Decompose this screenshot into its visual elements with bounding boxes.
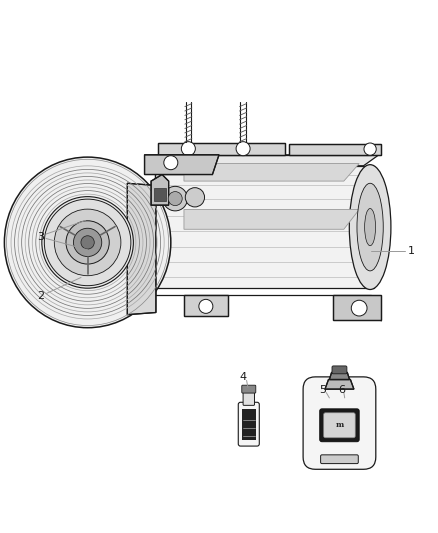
- Polygon shape: [127, 183, 156, 314]
- Polygon shape: [158, 142, 285, 155]
- Text: 5: 5: [319, 385, 326, 395]
- Text: 6: 6: [338, 385, 345, 395]
- Polygon shape: [329, 373, 350, 379]
- FancyBboxPatch shape: [324, 413, 355, 438]
- Polygon shape: [155, 166, 374, 288]
- Text: 1: 1: [408, 246, 415, 256]
- FancyBboxPatch shape: [242, 385, 256, 393]
- Ellipse shape: [357, 183, 383, 271]
- Ellipse shape: [364, 208, 376, 246]
- Circle shape: [364, 143, 376, 155]
- FancyBboxPatch shape: [332, 366, 347, 374]
- FancyBboxPatch shape: [243, 391, 254, 405]
- FancyBboxPatch shape: [321, 455, 358, 464]
- Circle shape: [163, 187, 187, 211]
- Text: 2: 2: [37, 291, 44, 301]
- Circle shape: [42, 197, 133, 288]
- Polygon shape: [160, 155, 379, 166]
- Circle shape: [74, 228, 102, 256]
- Ellipse shape: [4, 157, 171, 328]
- Bar: [154, 188, 166, 201]
- Circle shape: [199, 300, 213, 313]
- Polygon shape: [289, 144, 381, 155]
- Circle shape: [81, 236, 94, 249]
- FancyBboxPatch shape: [238, 402, 259, 446]
- Circle shape: [185, 188, 205, 207]
- Circle shape: [236, 142, 250, 156]
- Polygon shape: [333, 295, 381, 320]
- Circle shape: [351, 300, 367, 316]
- FancyBboxPatch shape: [320, 409, 359, 442]
- Polygon shape: [325, 379, 354, 389]
- Circle shape: [168, 191, 182, 206]
- Circle shape: [181, 142, 195, 156]
- Polygon shape: [184, 295, 228, 316]
- Circle shape: [54, 209, 121, 276]
- Circle shape: [44, 199, 131, 286]
- Text: 3: 3: [37, 232, 44, 242]
- Polygon shape: [151, 174, 169, 205]
- Polygon shape: [145, 155, 219, 174]
- Polygon shape: [350, 295, 381, 321]
- Circle shape: [164, 156, 178, 169]
- Bar: [242, 409, 256, 440]
- Text: 4: 4: [240, 373, 247, 382]
- Bar: [0, 78, 438, 341]
- FancyBboxPatch shape: [303, 377, 376, 469]
- Polygon shape: [184, 164, 359, 181]
- Circle shape: [66, 221, 109, 264]
- Text: m: m: [336, 421, 343, 429]
- Polygon shape: [184, 209, 359, 229]
- Ellipse shape: [350, 165, 391, 289]
